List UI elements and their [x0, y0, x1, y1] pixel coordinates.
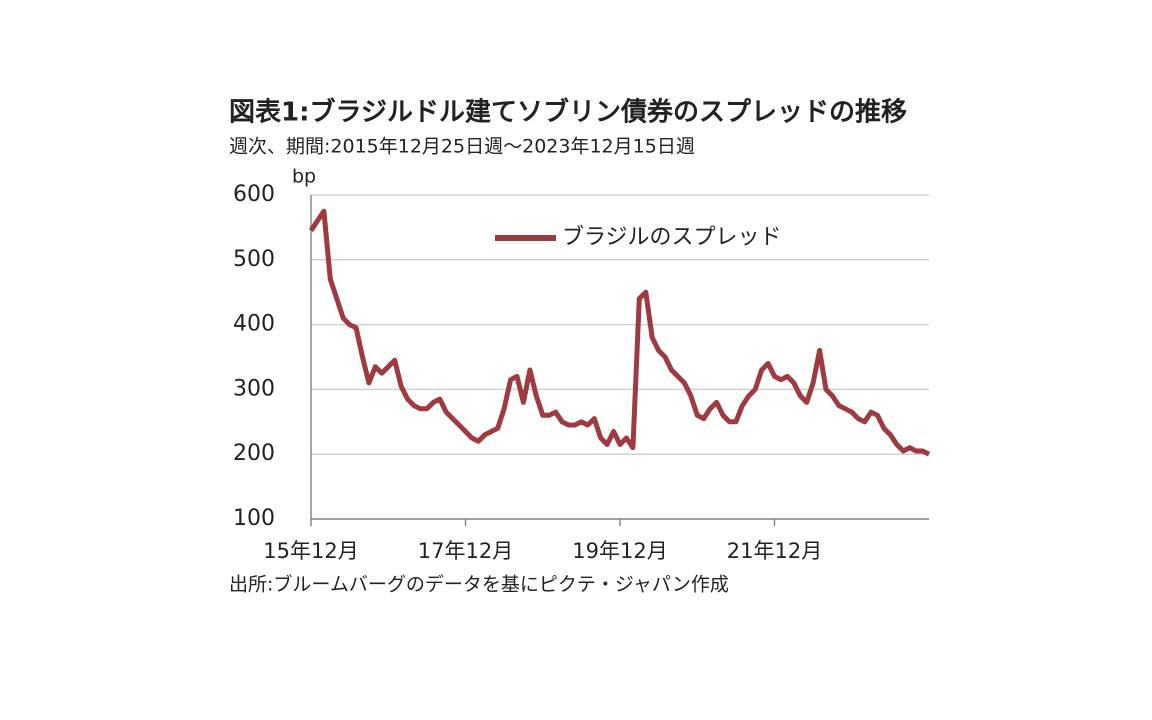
y-tick-label: 600 — [233, 182, 275, 207]
chart-subtitle: 週次、期間:2015年12月25日週～2023年12月15日週 — [229, 136, 695, 158]
y-tick-label: 100 — [233, 506, 275, 531]
y-tick-label: 500 — [233, 247, 275, 272]
y-tick-label: 300 — [233, 376, 275, 401]
x-tick-label: 19年12月 — [572, 539, 667, 563]
x-tick-label: 15年12月 — [263, 539, 358, 563]
x-tick-label: 21年12月 — [727, 539, 822, 563]
chart-title: 図表1:ブラジルドル建てソブリン債券のスプレッドの推移 — [229, 97, 907, 128]
data-line — [308, 208, 931, 457]
x-tick-label: 17年12月 — [418, 539, 513, 563]
legend-label: ブラジルのスプレッド — [562, 225, 782, 250]
source-note: 出所:ブルームバーグのデータを基にピクテ・ジャパン作成 — [229, 573, 729, 596]
y-axis-label: bp — [292, 166, 316, 188]
y-tick-label: 200 — [233, 441, 275, 466]
y-tick-label: 400 — [233, 312, 275, 337]
